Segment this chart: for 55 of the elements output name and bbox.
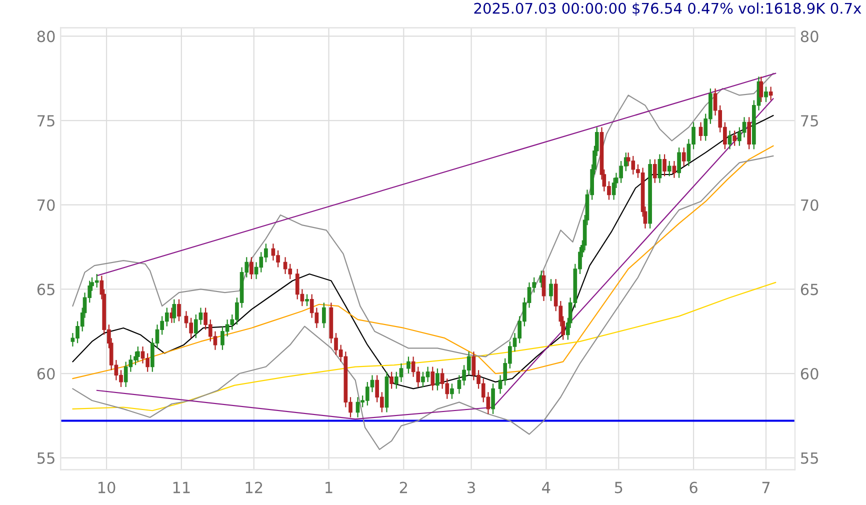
x-tick-label: 5 (614, 482, 622, 494)
y2-tick-label: 70 (801, 199, 818, 211)
chart-title: 2025.07.03 00:00:00 $76.54 0.47% vol:1618.9K 0.7x (474, 2, 862, 16)
candlestick (549, 278, 553, 302)
candlestick (250, 256, 254, 280)
candlestick (450, 383, 454, 400)
x-tick-label: 10 (98, 482, 116, 494)
candlestick (305, 294, 309, 307)
candlestick (322, 302, 326, 329)
x-tick-label: 1 (326, 482, 332, 494)
candlestick (652, 158, 657, 184)
y-tick-label: 55 (37, 452, 54, 464)
x-tick-label: 6 (690, 482, 698, 494)
y-tick-label: 80 (37, 30, 55, 42)
y2-tick-label: 60 (800, 368, 818, 380)
candlestick (747, 116, 752, 150)
candlestick (406, 356, 410, 374)
candlestick (658, 154, 662, 184)
candlestick (136, 346, 140, 362)
candlestick (542, 270, 546, 302)
x-tick-label: 3 (468, 482, 475, 494)
candlestick (177, 298, 181, 322)
candlestick (759, 76, 764, 103)
x-tick-label: 12 (246, 482, 262, 494)
y-tick-label: 70 (38, 199, 55, 211)
candlestick (667, 160, 672, 177)
y-tick-label: 75 (38, 115, 54, 127)
candlestick (390, 371, 394, 390)
candlestick (732, 130, 737, 146)
candlestick (677, 146, 681, 178)
line-series (72, 282, 776, 412)
y-tick-label: 65 (37, 284, 54, 296)
line-series (96, 98, 774, 420)
x-tick-label: 7 (762, 482, 770, 494)
candlestick (728, 130, 732, 150)
candlestick (430, 366, 435, 391)
x-tick-label: 11 (173, 482, 190, 494)
candlestick (698, 122, 703, 142)
candlestick (436, 368, 440, 391)
candlestick (682, 146, 686, 167)
y2-tick-label: 55 (801, 452, 818, 464)
candlestick (764, 86, 768, 103)
line-series (72, 155, 774, 450)
candlestick (662, 154, 666, 177)
candlestick (672, 160, 676, 178)
line-series (72, 72, 774, 358)
x-tick-label: 2 (400, 482, 407, 494)
x-tick-label: 4 (542, 482, 550, 494)
candlestick (491, 383, 495, 415)
y2-tick-label: 75 (801, 115, 818, 127)
candlestick (768, 86, 773, 101)
y2-tick-label: 65 (800, 284, 818, 296)
y-tick-label: 60 (37, 368, 55, 380)
y2-tick-label: 80 (800, 30, 818, 42)
candlestick (612, 177, 616, 200)
